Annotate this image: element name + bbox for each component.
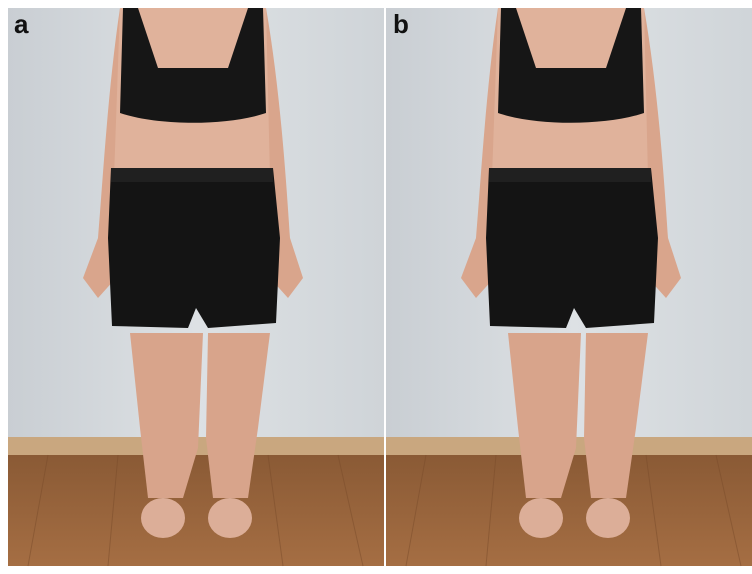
photo-panel [385, 7, 752, 567]
photo-panel [7, 7, 385, 567]
panel-label: a [14, 9, 29, 39]
panel-label: b [393, 9, 409, 39]
